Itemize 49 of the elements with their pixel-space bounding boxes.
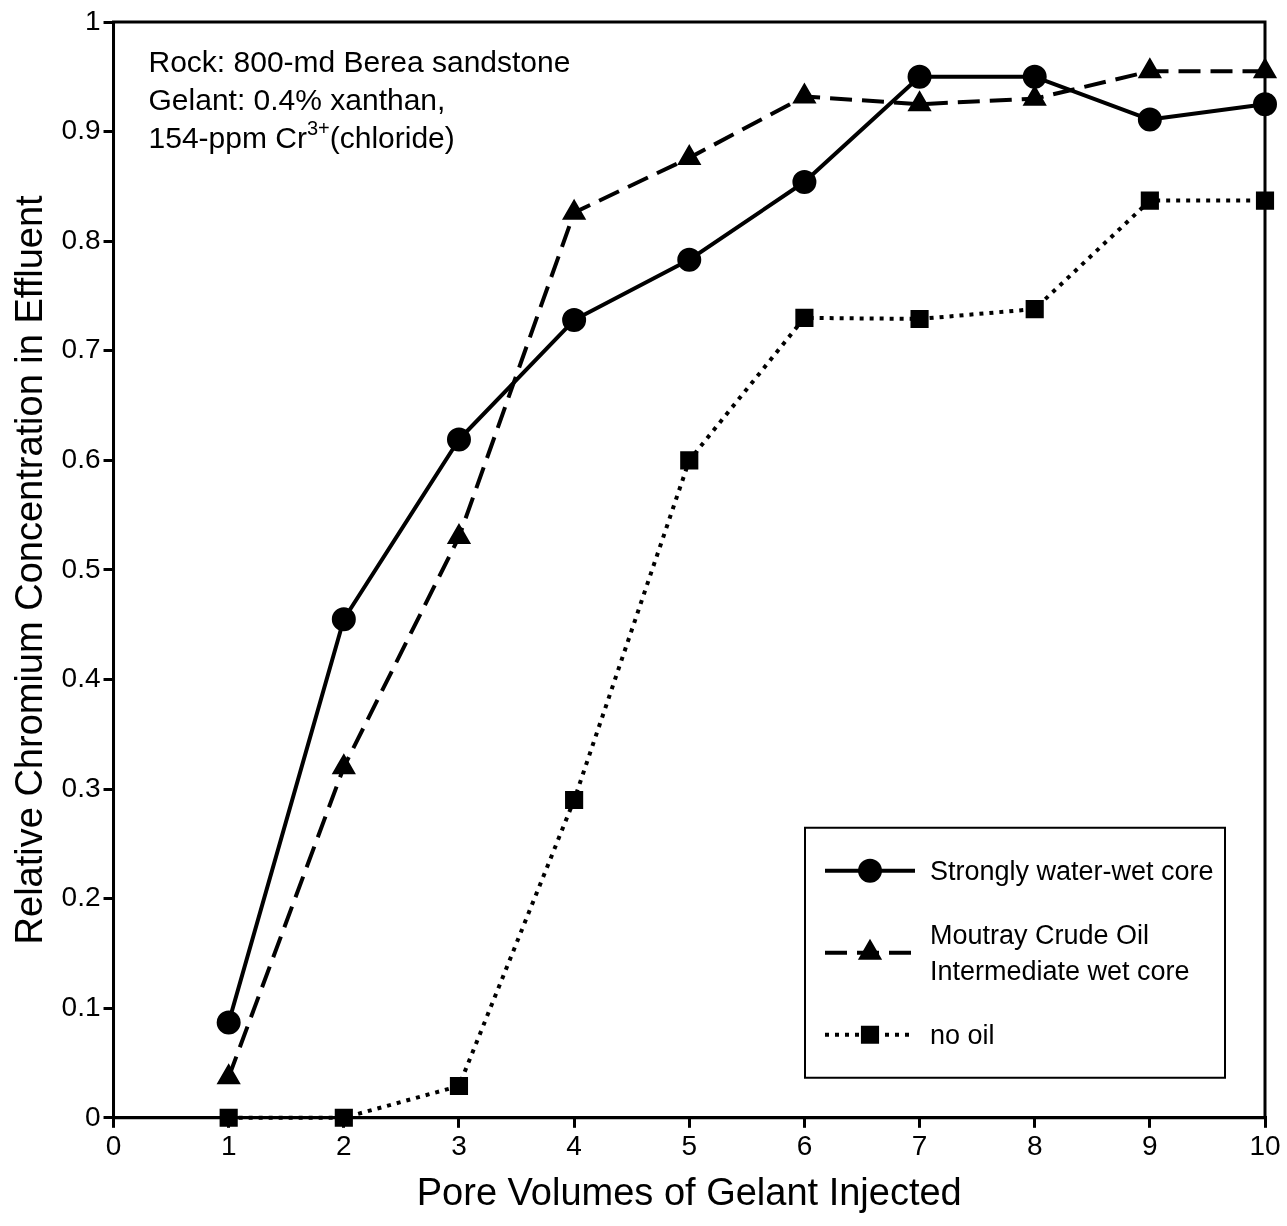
x-tick-label: 4 xyxy=(566,1130,582,1162)
point xyxy=(1137,107,1162,132)
x-tick-label: 8 xyxy=(1026,1130,1043,1162)
y-tick-label: 0.1 xyxy=(61,990,101,1022)
x-tick-label: 9 xyxy=(1142,1130,1158,1162)
point xyxy=(680,451,699,470)
x-tick-label: 5 xyxy=(681,1130,698,1162)
y-tick-label: 0.9 xyxy=(61,114,101,146)
y-tick-label: 0.7 xyxy=(61,333,101,365)
point xyxy=(907,64,932,89)
point xyxy=(562,308,587,333)
legend-label: no oil xyxy=(930,1019,995,1050)
point xyxy=(565,790,584,810)
y-tick-label: 0.5 xyxy=(61,552,101,584)
x-tick-label: 1 xyxy=(220,1130,237,1162)
x-axis-title: Pore Volumes of Gelant Injected xyxy=(416,1170,962,1213)
point xyxy=(792,169,817,194)
point xyxy=(1025,300,1044,319)
y-tick-label: 0.2 xyxy=(61,881,101,913)
point xyxy=(1022,64,1047,89)
point xyxy=(446,427,471,452)
point xyxy=(795,308,814,327)
point xyxy=(216,1010,241,1035)
point xyxy=(908,92,931,112)
x-tick-label: 7 xyxy=(911,1130,928,1162)
y-tick-label: 0.8 xyxy=(61,223,101,255)
legend-label: Moutray Crude Oil Intermediate wet core xyxy=(930,919,1190,986)
y-tick-label: 0.6 xyxy=(61,443,101,475)
x-tick-label: 3 xyxy=(451,1130,467,1162)
x-tick-label: 0 xyxy=(105,1130,122,1162)
y-tick-label: 0 xyxy=(84,1100,101,1132)
annotation: Gelant: 0.4% xanthan, xyxy=(148,83,446,116)
point xyxy=(677,247,702,272)
y-axis-title: Relative Chromium Concentration in Effluent xyxy=(8,194,51,945)
annotation: Rock: 800-md Berea sandstone xyxy=(148,45,571,78)
x-tick-label: 2 xyxy=(336,1130,352,1162)
y-tick-label: 0.3 xyxy=(61,771,101,803)
legend-label: Strongly water-wet core xyxy=(930,855,1214,886)
point xyxy=(449,1076,469,1096)
point xyxy=(333,755,355,775)
y-tick-label: 1 xyxy=(84,4,101,36)
point xyxy=(331,607,356,632)
x-tick-label: 10 xyxy=(1249,1130,1281,1162)
point xyxy=(1140,191,1159,210)
point xyxy=(448,525,470,545)
point xyxy=(910,309,929,329)
point xyxy=(1139,59,1161,79)
y-tick-label: 0.4 xyxy=(61,662,101,694)
x-tick-label: 6 xyxy=(796,1130,813,1162)
